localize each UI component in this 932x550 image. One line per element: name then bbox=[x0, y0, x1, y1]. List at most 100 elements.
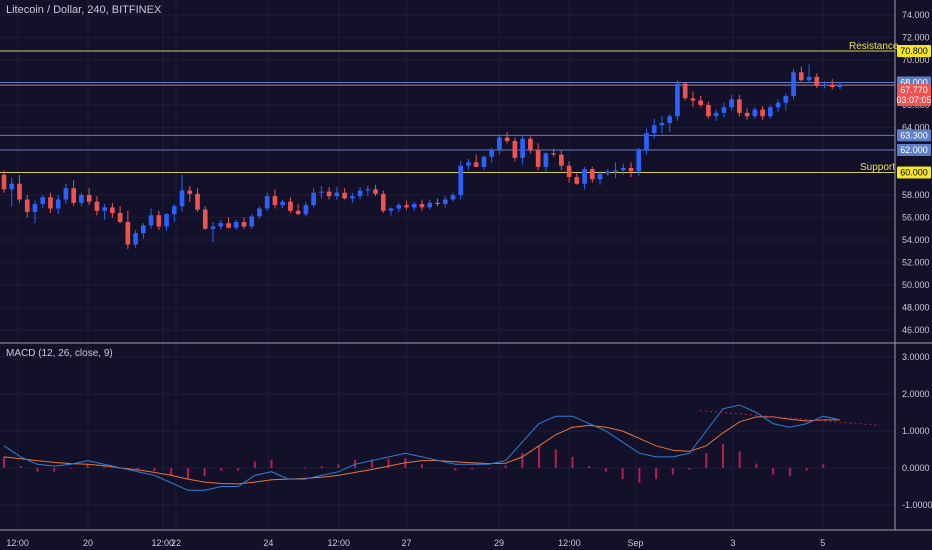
macd-tick-label: 0.0000 bbox=[902, 463, 930, 473]
candle-body bbox=[396, 205, 402, 209]
candle-body bbox=[141, 225, 146, 234]
candle-body bbox=[520, 138, 525, 158]
candle-body bbox=[202, 209, 208, 229]
candle-body bbox=[55, 199, 61, 209]
candle-body bbox=[605, 171, 611, 174]
candle-body bbox=[721, 107, 727, 113]
level-68-tag-label: 68.000 bbox=[900, 78, 928, 88]
level-62-tag bbox=[897, 144, 931, 156]
candle-body bbox=[458, 165, 464, 195]
candle-body bbox=[102, 207, 107, 211]
candle-body bbox=[187, 190, 193, 194]
candle-body bbox=[675, 83, 680, 117]
time-tick-label: Sep bbox=[627, 538, 643, 548]
candle-body bbox=[791, 72, 796, 96]
macd-indicator-label[interactable]: MACD (12, 26, close, 9) bbox=[6, 348, 113, 359]
candle-body bbox=[40, 197, 46, 204]
candle-body bbox=[233, 222, 239, 228]
price-tick-label: 64.000 bbox=[902, 123, 930, 133]
candle-body bbox=[32, 204, 38, 212]
candle-body bbox=[24, 199, 30, 212]
candle-body bbox=[257, 208, 262, 217]
candle-body bbox=[752, 109, 758, 117]
candle-body bbox=[559, 154, 564, 166]
candle-body bbox=[350, 196, 355, 199]
resistance-tag-label: 70.800 bbox=[900, 46, 928, 56]
candle-body bbox=[288, 201, 293, 211]
price-tick-label: 58.000 bbox=[902, 190, 930, 200]
candle-body bbox=[272, 196, 278, 206]
macd-scale[interactable]: 3.0000 2.0000 1.0000 0.0000 -1.0000 bbox=[902, 352, 932, 510]
candle-body bbox=[1, 174, 7, 190]
level-63-tag-label: 63.300 bbox=[900, 130, 928, 140]
candle-body bbox=[651, 125, 657, 134]
candle-body bbox=[442, 199, 448, 204]
support-label: Support bbox=[860, 162, 896, 173]
candle-body bbox=[86, 195, 92, 202]
candle-body bbox=[241, 222, 247, 227]
candle-body bbox=[582, 169, 587, 184]
candle-body bbox=[319, 191, 324, 193]
candle-body bbox=[768, 107, 773, 117]
candle-body bbox=[380, 193, 386, 211]
macd-tick-label: 1.0000 bbox=[902, 426, 930, 436]
support-tag-label: 60.000 bbox=[900, 168, 928, 178]
candle-body bbox=[822, 84, 827, 86]
candle-body bbox=[574, 177, 580, 184]
candle-body bbox=[94, 201, 100, 211]
grid bbox=[0, 0, 895, 530]
candle-body bbox=[504, 137, 510, 141]
candle-body bbox=[659, 123, 665, 126]
candle-body bbox=[404, 205, 409, 208]
candle-body bbox=[528, 138, 533, 150]
candle-body bbox=[806, 76, 812, 81]
candle-body bbox=[760, 109, 765, 117]
macd-tick-label: 3.0000 bbox=[902, 352, 930, 362]
candle-body bbox=[829, 84, 835, 87]
candle-body bbox=[171, 206, 177, 215]
candle-body bbox=[798, 72, 804, 81]
price-tick-label: 70.000 bbox=[902, 55, 930, 65]
candle-body bbox=[713, 112, 719, 117]
time-tick-label: 29 bbox=[494, 538, 504, 548]
time-tick-label: 24 bbox=[263, 538, 273, 548]
candle-body bbox=[636, 150, 642, 172]
chart-title[interactable]: Litecoin / Dollar, 240, BITFINEX bbox=[6, 4, 162, 16]
macd-panel[interactable] bbox=[3, 404, 881, 491]
candle-body bbox=[775, 102, 781, 108]
candle-body bbox=[473, 162, 479, 167]
candle-body bbox=[427, 202, 433, 208]
candle-body bbox=[783, 96, 789, 103]
price-tick-label: 74.000 bbox=[902, 10, 930, 20]
candle-body bbox=[280, 201, 285, 206]
candle-body bbox=[342, 192, 347, 199]
resistance-tag bbox=[897, 45, 931, 57]
candle-body bbox=[9, 183, 15, 190]
time-tick-label: 12:00 bbox=[152, 538, 175, 548]
price-tick-label: 72.000 bbox=[902, 33, 930, 43]
candle-body bbox=[303, 205, 309, 215]
candle-body bbox=[373, 189, 378, 194]
candle-body bbox=[628, 168, 634, 172]
candle-body bbox=[133, 233, 138, 245]
candle-body bbox=[218, 223, 224, 227]
candlestick-series[interactable] bbox=[1, 64, 843, 250]
candle-body bbox=[226, 223, 231, 228]
candle-body bbox=[698, 100, 703, 105]
candle-body bbox=[334, 192, 340, 197]
candle-body bbox=[249, 216, 255, 227]
price-tick-label: 46.000 bbox=[902, 325, 930, 335]
candle-body bbox=[706, 105, 711, 117]
candle-body bbox=[365, 189, 371, 191]
time-tick-label: 12:00 bbox=[6, 538, 29, 548]
time-tick-label: 12:00 bbox=[558, 538, 581, 548]
candle-body bbox=[79, 195, 84, 203]
candle-body bbox=[667, 116, 673, 123]
last-price-tag bbox=[897, 84, 931, 107]
candle-body bbox=[210, 226, 216, 229]
horizontal-levels[interactable] bbox=[0, 50, 895, 173]
candle-body bbox=[264, 196, 270, 209]
